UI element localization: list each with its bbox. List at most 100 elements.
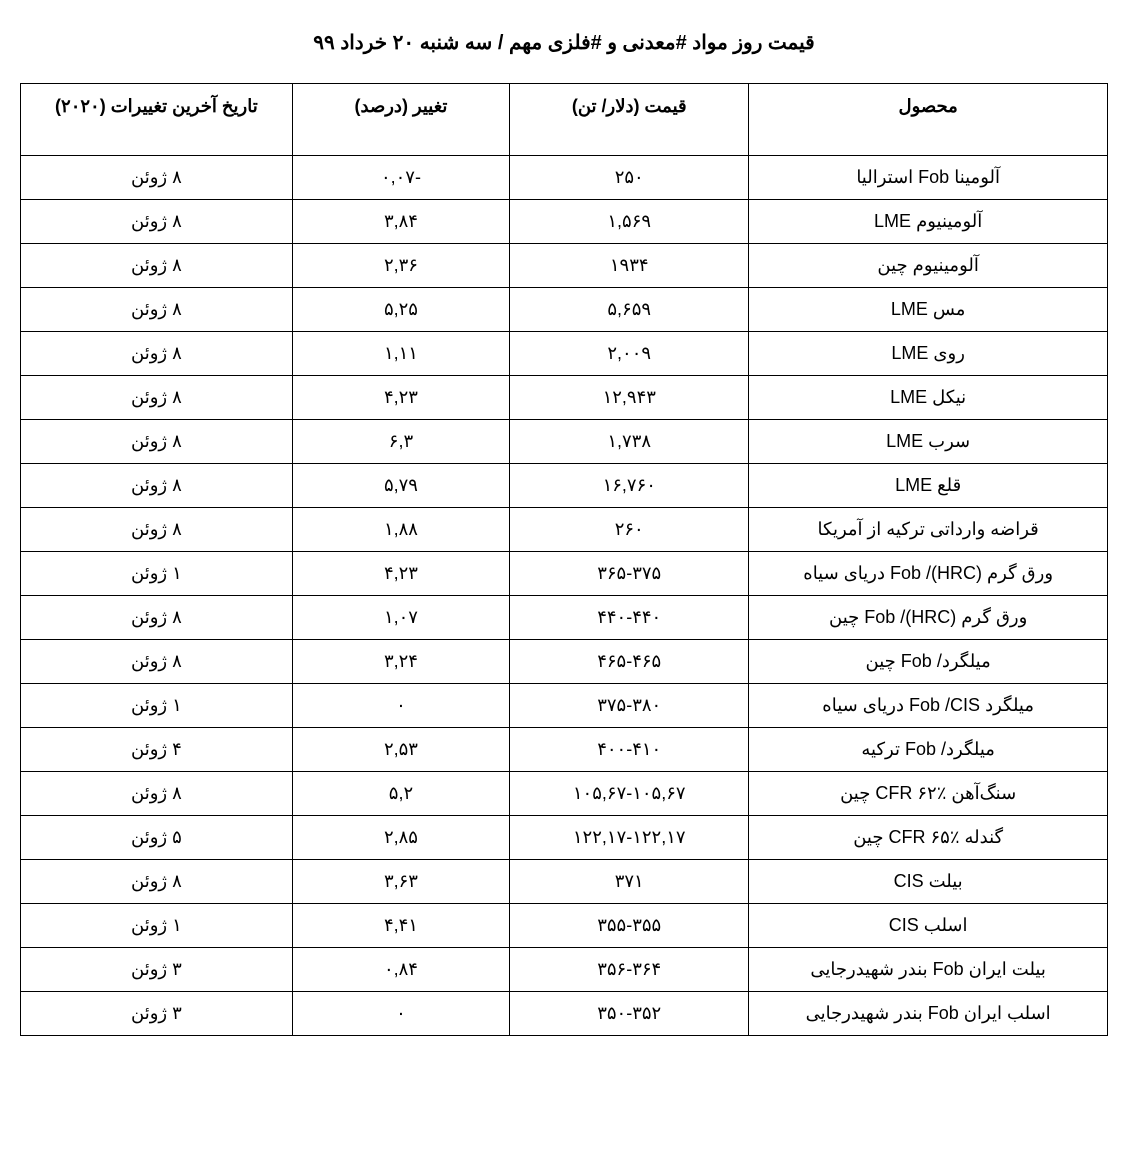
cell-price: ۴۰۰-۴۱۰ <box>510 728 749 772</box>
cell-change: ۰ <box>292 992 509 1036</box>
cell-product: سرب LME <box>749 420 1108 464</box>
table-row: میلگرد Fob /CIS دریای سیاه۳۷۵-۳۸۰۰۱ ژوئن <box>21 684 1108 728</box>
table-row: روی LME۲,۰۰۹۱,۱۱۸ ژوئن <box>21 332 1108 376</box>
col-header-price: قیمت (دلار/ تن) <box>510 84 749 156</box>
cell-date: ۸ ژوئن <box>21 596 293 640</box>
table-row: میلگرد/ Fob ترکیه۴۰۰-۴۱۰۲,۵۳۴ ژوئن <box>21 728 1108 772</box>
cell-price: ۳۷۵-۳۸۰ <box>510 684 749 728</box>
cell-date: ۸ ژوئن <box>21 200 293 244</box>
cell-price: ۱۶,۷۶۰ <box>510 464 749 508</box>
cell-date: ۱ ژوئن <box>21 904 293 948</box>
table-row: بیلت CIS۳۷۱۳,۶۳۸ ژوئن <box>21 860 1108 904</box>
cell-change: ۵,۲ <box>292 772 509 816</box>
cell-product: نیکل LME <box>749 376 1108 420</box>
cell-change: ۲,۸۵ <box>292 816 509 860</box>
cell-price: ۳۵۰-۳۵۲ <box>510 992 749 1036</box>
price-table: محصول قیمت (دلار/ تن) تغییر (درصد) تاریخ… <box>20 83 1108 1036</box>
table-row: ورق گرم (HRC)/ Fob چین۴۴۰-۴۴۰۱,۰۷۸ ژوئن <box>21 596 1108 640</box>
cell-price: ۲۵۰ <box>510 156 749 200</box>
table-row: نیکل LME۱۲,۹۴۳۴,۲۳۸ ژوئن <box>21 376 1108 420</box>
cell-price: ۱۰۵,۶۷-۱۰۵,۶۷ <box>510 772 749 816</box>
cell-price: ۴۴۰-۴۴۰ <box>510 596 749 640</box>
cell-change: -۰,۰۷ <box>292 156 509 200</box>
cell-product: بیلت ایران Fob بندر شهیدرجایی <box>749 948 1108 992</box>
cell-change: ۰ <box>292 684 509 728</box>
cell-price: ۳۵۵-۳۵۵ <box>510 904 749 948</box>
table-row: بیلت ایران Fob بندر شهیدرجایی۳۵۶-۳۶۴۰,۸۴… <box>21 948 1108 992</box>
cell-change: ۳,۶۳ <box>292 860 509 904</box>
table-row: اسلب ایران Fob بندر شهیدرجایی۳۵۰-۳۵۲۰۳ ژ… <box>21 992 1108 1036</box>
cell-change: ۲,۳۶ <box>292 244 509 288</box>
table-row: آلومینیوم LME۱,۵۶۹۳,۸۴۸ ژوئن <box>21 200 1108 244</box>
table-header-row: محصول قیمت (دلار/ تن) تغییر (درصد) تاریخ… <box>21 84 1108 156</box>
table-row: سرب LME۱,۷۳۸۶,۳۸ ژوئن <box>21 420 1108 464</box>
table-row: سنگ‌آهن ٪۶۲ CFR چین۱۰۵,۶۷-۱۰۵,۶۷۵,۲۸ ژوئ… <box>21 772 1108 816</box>
cell-price: ۲۶۰ <box>510 508 749 552</box>
cell-date: ۵ ژوئن <box>21 816 293 860</box>
cell-price: ۵,۶۵۹ <box>510 288 749 332</box>
table-row: گندله ٪۶۵ CFR چین۱۲۲,۱۷-۱۲۲,۱۷۲,۸۵۵ ژوئن <box>21 816 1108 860</box>
table-row: اسلب CIS۳۵۵-۳۵۵۴,۴۱۱ ژوئن <box>21 904 1108 948</box>
cell-date: ۸ ژوئن <box>21 332 293 376</box>
cell-price: ۲,۰۰۹ <box>510 332 749 376</box>
cell-change: ۱,۸۸ <box>292 508 509 552</box>
col-header-date: تاریخ آخرین تغییرات (۲۰۲۰) <box>21 84 293 156</box>
col-header-change: تغییر (درصد) <box>292 84 509 156</box>
cell-product: ورق گرم (HRC)/ Fob دریای سیاه <box>749 552 1108 596</box>
cell-price: ۳۶۵-۳۷۵ <box>510 552 749 596</box>
cell-date: ۸ ژوئن <box>21 860 293 904</box>
cell-date: ۸ ژوئن <box>21 156 293 200</box>
table-row: مس LME۵,۶۵۹۵,۲۵۸ ژوئن <box>21 288 1108 332</box>
cell-date: ۸ ژوئن <box>21 420 293 464</box>
cell-change: ۵,۷۹ <box>292 464 509 508</box>
cell-product: میلگرد Fob /CIS دریای سیاه <box>749 684 1108 728</box>
cell-change: ۲,۵۳ <box>292 728 509 772</box>
cell-price: ۴۶۵-۴۶۵ <box>510 640 749 684</box>
cell-change: ۴,۲۳ <box>292 552 509 596</box>
cell-product: اسلب ایران Fob بندر شهیدرجایی <box>749 992 1108 1036</box>
cell-date: ۴ ژوئن <box>21 728 293 772</box>
cell-product: بیلت CIS <box>749 860 1108 904</box>
cell-date: ۱ ژوئن <box>21 552 293 596</box>
cell-product: روی LME <box>749 332 1108 376</box>
cell-product: آلومینا Fob استرالیا <box>749 156 1108 200</box>
cell-change: ۶,۳ <box>292 420 509 464</box>
cell-change: ۴,۲۳ <box>292 376 509 420</box>
table-row: آلومینا Fob استرالیا۲۵۰-۰,۰۷۸ ژوئن <box>21 156 1108 200</box>
table-body: آلومینا Fob استرالیا۲۵۰-۰,۰۷۸ ژوئنآلومین… <box>21 156 1108 1036</box>
cell-change: ۳,۲۴ <box>292 640 509 684</box>
cell-product: سنگ‌آهن ٪۶۲ CFR چین <box>749 772 1108 816</box>
cell-date: ۳ ژوئن <box>21 992 293 1036</box>
cell-price: ۱,۵۶۹ <box>510 200 749 244</box>
cell-price: ۱۹۳۴ <box>510 244 749 288</box>
cell-date: ۸ ژوئن <box>21 288 293 332</box>
cell-product: قراضه وارداتی ترکیه از آمریکا <box>749 508 1108 552</box>
cell-date: ۳ ژوئن <box>21 948 293 992</box>
cell-price: ۱۲۲,۱۷-۱۲۲,۱۷ <box>510 816 749 860</box>
col-header-product: محصول <box>749 84 1108 156</box>
cell-price: ۳۵۶-۳۶۴ <box>510 948 749 992</box>
table-row: قلع LME۱۶,۷۶۰۵,۷۹۸ ژوئن <box>21 464 1108 508</box>
cell-date: ۸ ژوئن <box>21 640 293 684</box>
cell-change: ۱,۱۱ <box>292 332 509 376</box>
cell-product: میلگرد/ Fob ترکیه <box>749 728 1108 772</box>
cell-date: ۸ ژوئن <box>21 508 293 552</box>
table-row: آلومینیوم چین۱۹۳۴۲,۳۶۸ ژوئن <box>21 244 1108 288</box>
cell-date: ۸ ژوئن <box>21 772 293 816</box>
cell-change: ۱,۰۷ <box>292 596 509 640</box>
cell-product: آلومینیوم چین <box>749 244 1108 288</box>
cell-change: ۰,۸۴ <box>292 948 509 992</box>
cell-price: ۳۷۱ <box>510 860 749 904</box>
cell-product: ورق گرم (HRC)/ Fob چین <box>749 596 1108 640</box>
table-row: ورق گرم (HRC)/ Fob دریای سیاه۳۶۵-۳۷۵۴,۲۳… <box>21 552 1108 596</box>
cell-product: گندله ٪۶۵ CFR چین <box>749 816 1108 860</box>
cell-date: ۸ ژوئن <box>21 244 293 288</box>
cell-product: آلومینیوم LME <box>749 200 1108 244</box>
table-row: میلگرد/ Fob چین۴۶۵-۴۶۵۳,۲۴۸ ژوئن <box>21 640 1108 684</box>
cell-price: ۱,۷۳۸ <box>510 420 749 464</box>
cell-change: ۵,۲۵ <box>292 288 509 332</box>
cell-product: میلگرد/ Fob چین <box>749 640 1108 684</box>
cell-product: قلع LME <box>749 464 1108 508</box>
page-title: قیمت روز مواد #معدنی و #فلزی مهم / سه شن… <box>20 30 1108 55</box>
table-row: قراضه وارداتی ترکیه از آمریکا۲۶۰۱,۸۸۸ ژو… <box>21 508 1108 552</box>
